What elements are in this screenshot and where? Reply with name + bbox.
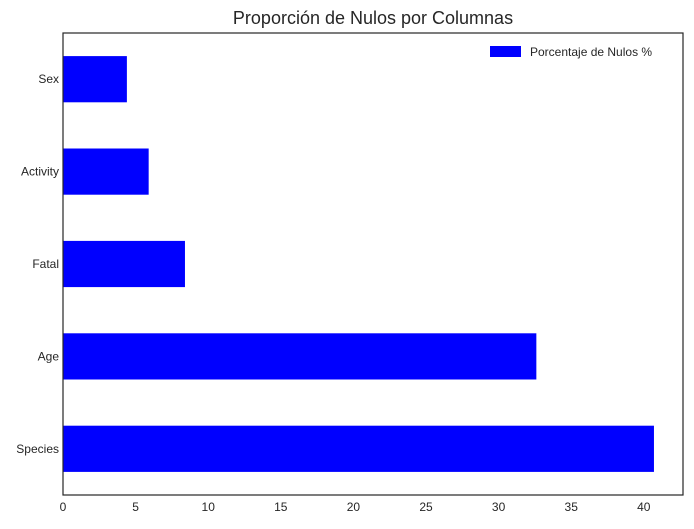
x-axis-ticks: 0 5 10 15 20 25 30 35 40 <box>60 500 651 514</box>
x-tick-label-35: 35 <box>565 500 579 514</box>
y-tick-label-sex: Sex <box>38 72 59 86</box>
y-tick-label-fatal: Fatal <box>32 257 59 271</box>
bar-activity <box>63 148 149 195</box>
bar-age <box>63 333 537 380</box>
x-tick-label-20: 20 <box>347 500 361 514</box>
legend-swatch <box>490 46 521 57</box>
y-axis-ticks: Species Age Fatal Activity Sex <box>16 72 59 456</box>
plot-frame <box>62 32 684 496</box>
x-tick-label-25: 25 <box>419 500 433 514</box>
x-tick-label-5: 5 <box>132 500 139 514</box>
y-tick-label-species: Species <box>16 442 59 456</box>
bar-species <box>63 425 654 472</box>
bar-sex <box>63 56 127 103</box>
bars-layer <box>63 56 654 472</box>
legend: Porcentaje de Nulos % <box>490 45 652 59</box>
x-tick-label-10: 10 <box>202 500 216 514</box>
chart-title: Proporción de Nulos por Columnas <box>233 8 513 28</box>
x-tick-label-0: 0 <box>60 500 67 514</box>
y-tick-label-activity: Activity <box>21 165 59 179</box>
y-tick-label-age: Age <box>38 349 60 363</box>
legend-label: Porcentaje de Nulos % <box>530 45 652 59</box>
x-tick-label-40: 40 <box>637 500 651 514</box>
bar-fatal <box>63 240 185 288</box>
x-tick-label-30: 30 <box>492 500 506 514</box>
x-tick-label-15: 15 <box>274 500 288 514</box>
